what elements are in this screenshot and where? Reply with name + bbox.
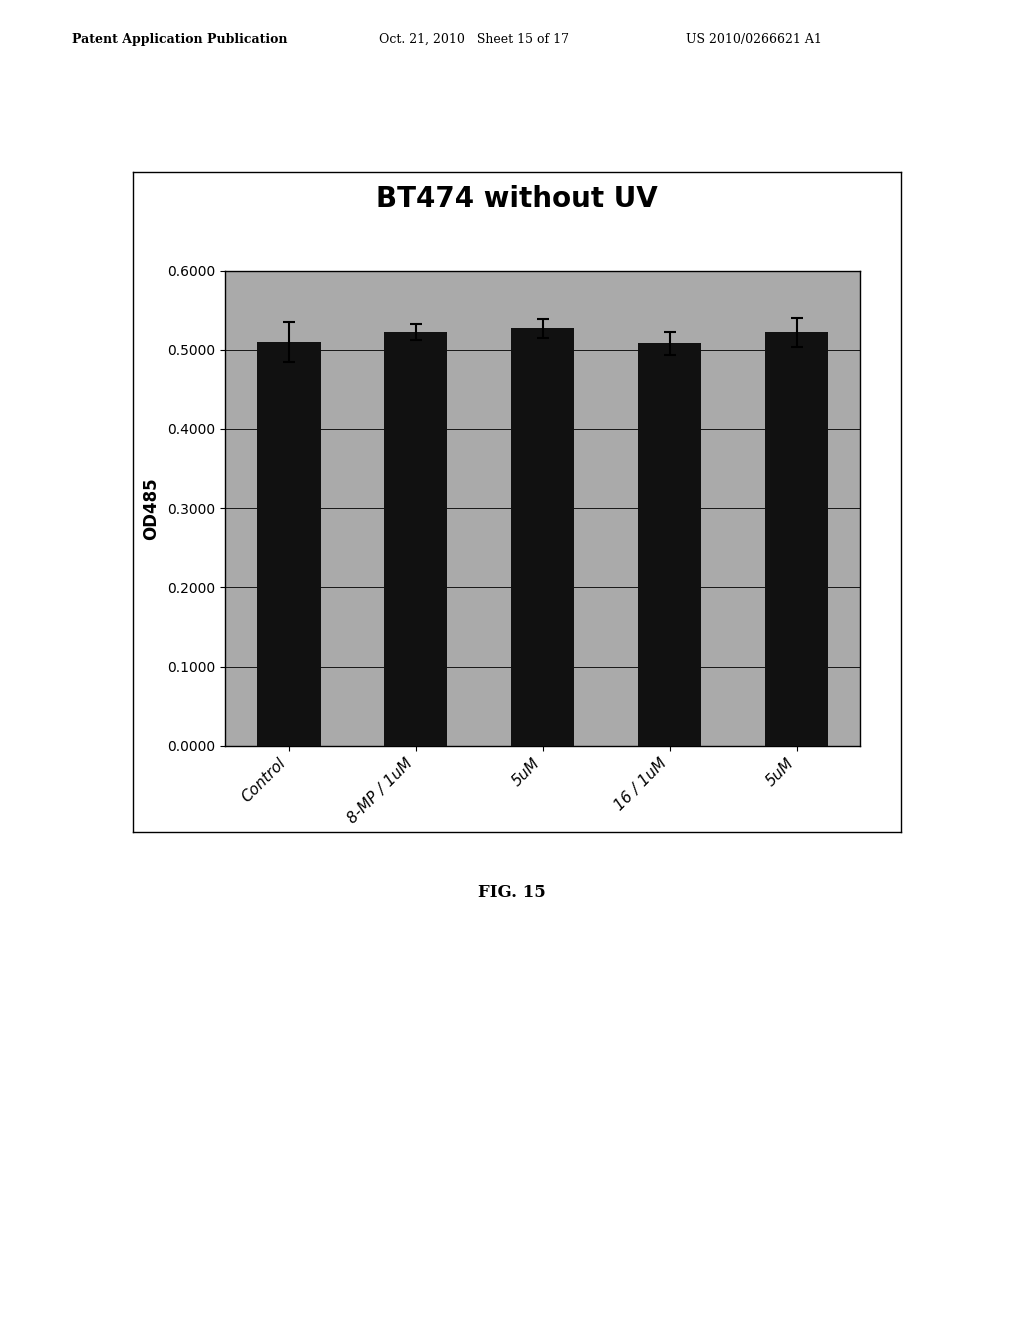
- Bar: [257, 342, 321, 746]
- Bar: [511, 329, 574, 746]
- Bar: [384, 333, 447, 746]
- Bar: [765, 333, 828, 746]
- Text: Oct. 21, 2010   Sheet 15 of 17: Oct. 21, 2010 Sheet 15 of 17: [379, 33, 569, 46]
- Bar: [638, 343, 701, 746]
- Text: BT474 without UV: BT474 without UV: [376, 185, 658, 213]
- Y-axis label: OD485: OD485: [142, 477, 161, 540]
- Text: FIG. 15: FIG. 15: [478, 884, 546, 902]
- Text: Patent Application Publication: Patent Application Publication: [72, 33, 287, 46]
- Text: US 2010/0266621 A1: US 2010/0266621 A1: [686, 33, 822, 46]
